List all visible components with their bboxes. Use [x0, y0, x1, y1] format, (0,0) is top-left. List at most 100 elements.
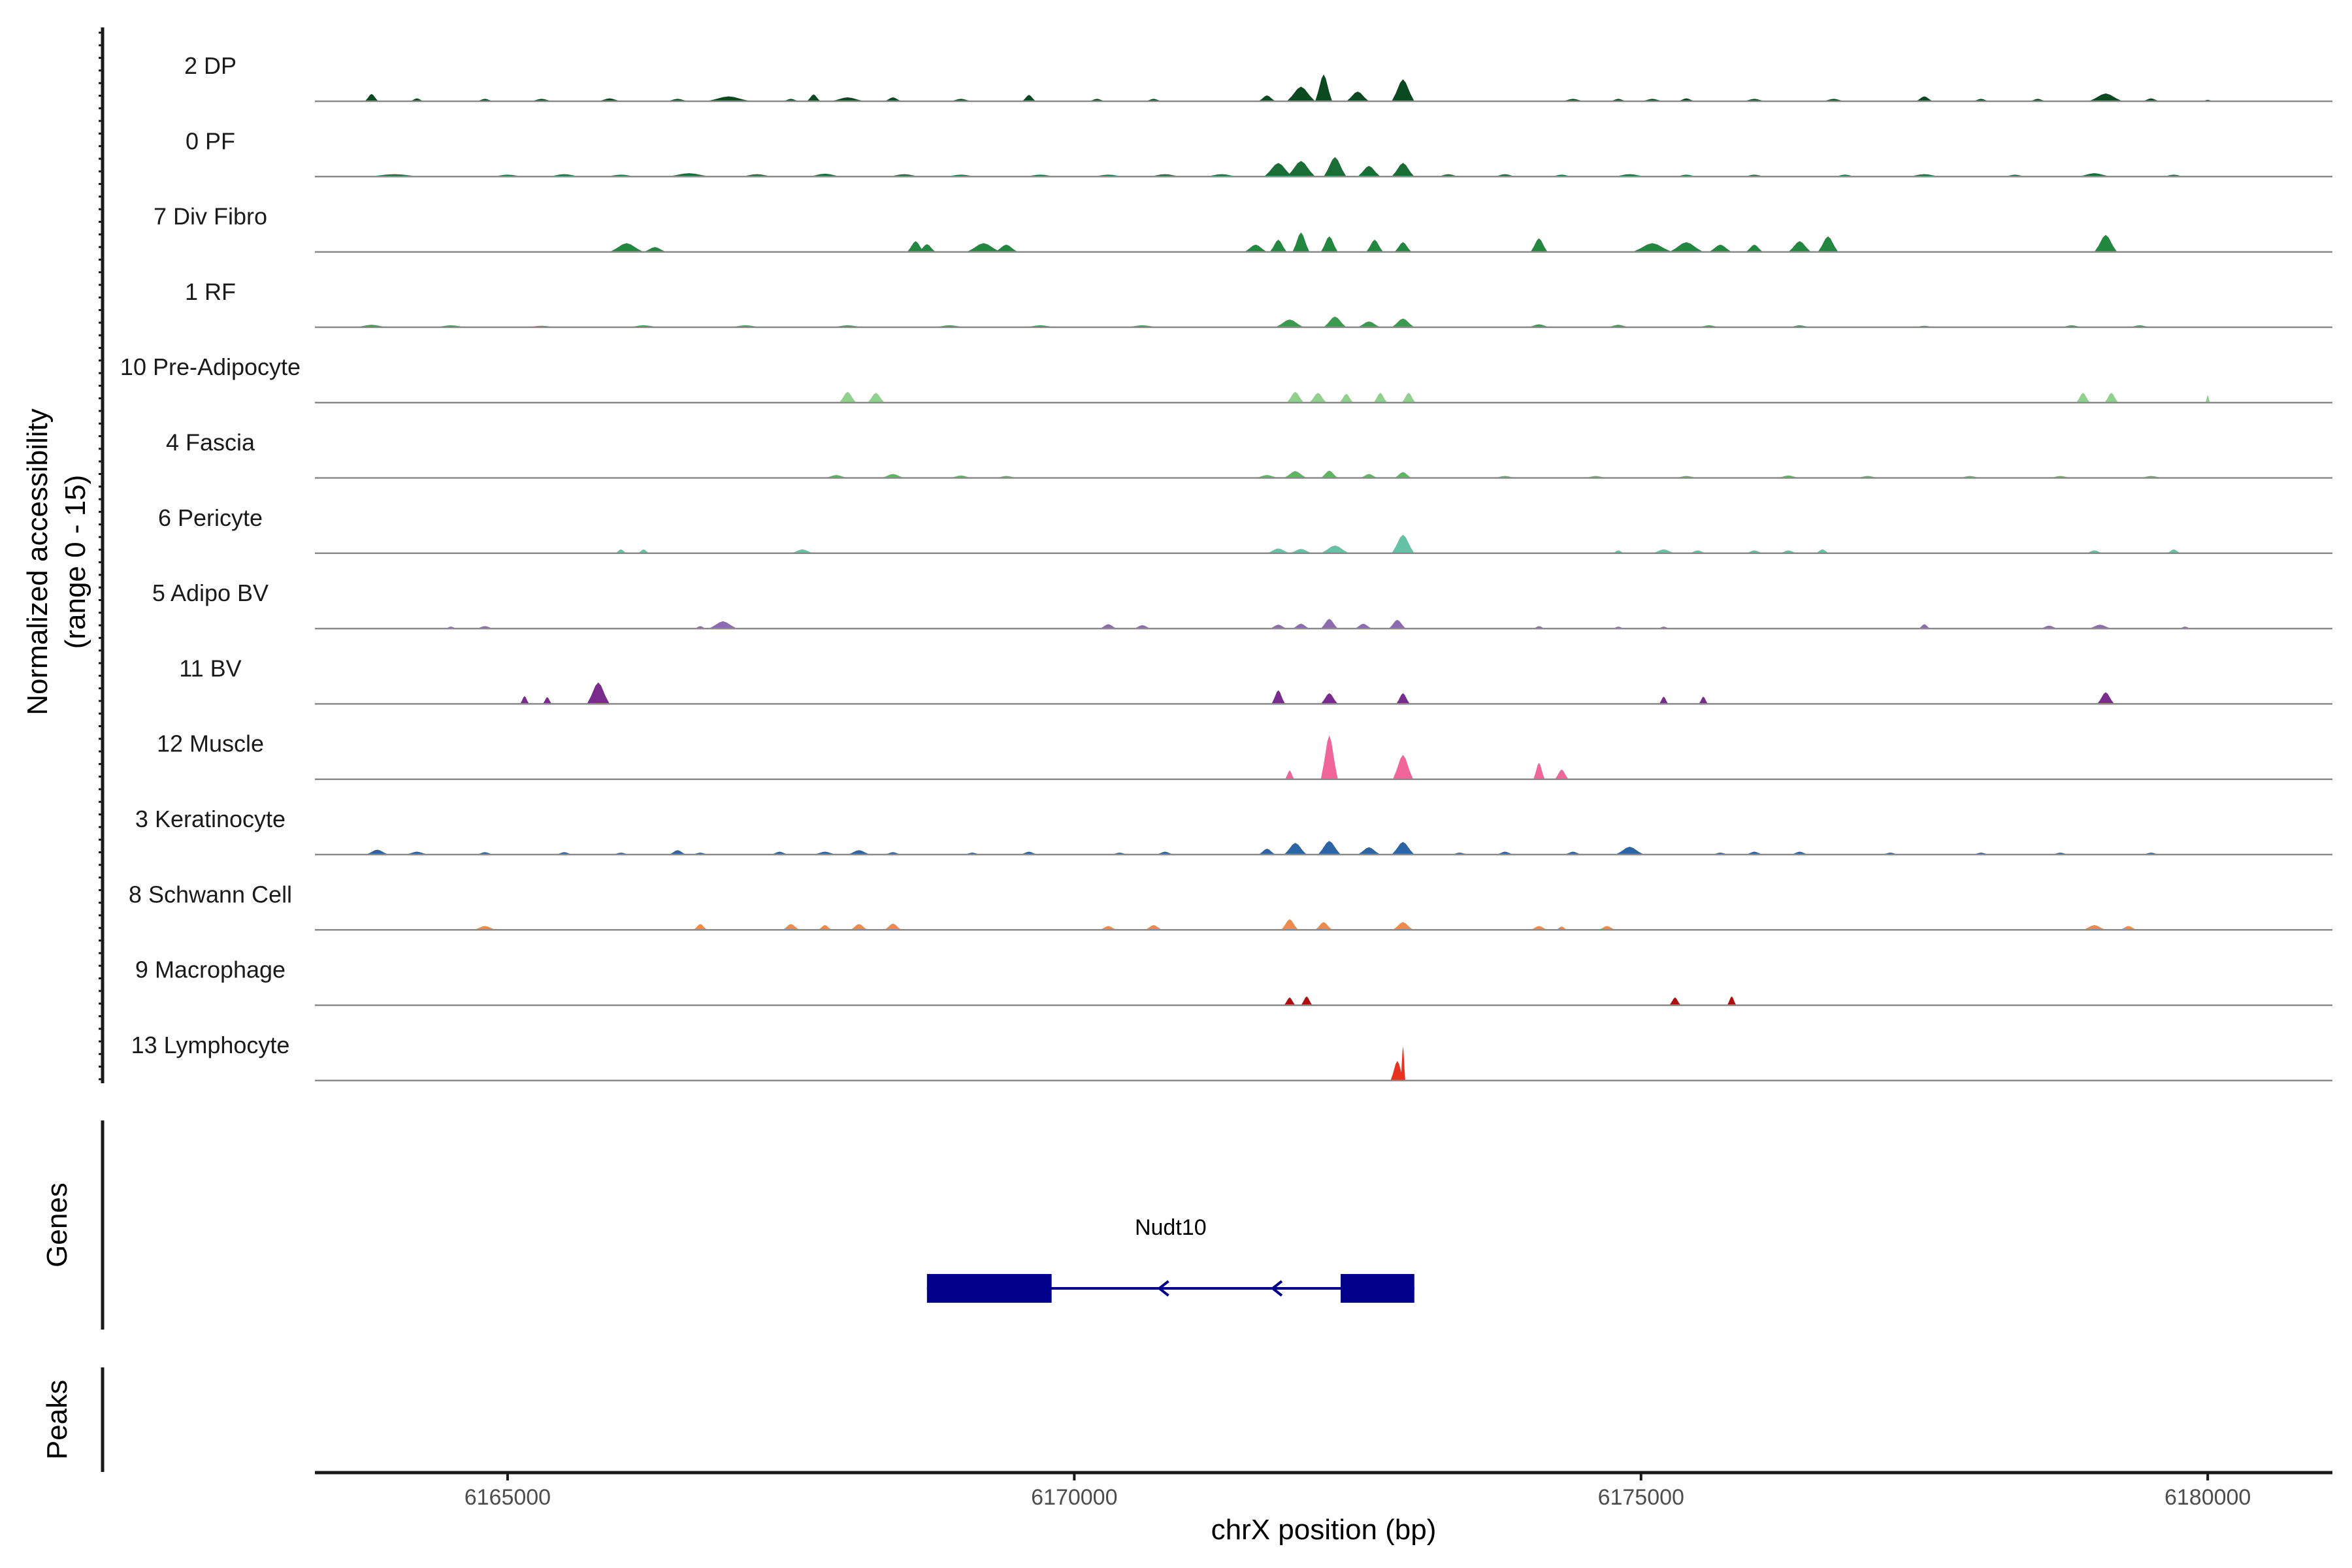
y-axis-minor-ticks: [99, 31, 103, 1081]
coverage-peak: [1022, 95, 1036, 101]
coverage-peak: [1358, 847, 1380, 855]
coverage-peak: [907, 241, 924, 252]
coverage-peak: [1324, 316, 1347, 327]
coverage-peak: [994, 244, 1018, 252]
coverage-peak: [1632, 243, 1673, 252]
coverage-peak: [1615, 847, 1644, 855]
coverage-peak: [1244, 244, 1267, 252]
coverage-peak: [1392, 79, 1414, 101]
track-13-lymphocyte: 13 Lymphocyte: [131, 1032, 2332, 1082]
coverage-peak: [1366, 239, 1384, 252]
peaks-panel: Peaks: [41, 1367, 105, 1472]
y-axis-title: Normalized accessibility: [22, 408, 54, 715]
coverage-peak: [1727, 996, 1737, 1005]
genes-panel: Genes Nudt10: [41, 1120, 1414, 1330]
coverage-peak: [1292, 232, 1310, 252]
gene-exon: [926, 1274, 1052, 1303]
coverage-peak: [1392, 755, 1414, 779]
coverage-peak: [693, 924, 708, 930]
gene-label: Nudt10: [1135, 1215, 1207, 1240]
track-label: 12 Muscle: [157, 730, 264, 757]
coverage-peak: [2077, 173, 2112, 177]
coverage-peak: [2089, 625, 2112, 629]
coverage-peak: [1289, 549, 1313, 553]
x-axis-ticks: 6165000 6170000 6175000 6180000: [465, 1473, 2251, 1510]
coverage-tracks: 2 DP 0 PF 7 Div Fibro 1 RF 10 Pre-Adipocyte 4…: [120, 52, 2332, 1082]
coverage-peak: [1285, 770, 1294, 779]
strand-arrow: [1157, 1280, 1169, 1297]
x-tick-label: 6180000: [2164, 1485, 2251, 1510]
coverage-peak: [615, 549, 627, 553]
coverage-peak: [1284, 471, 1307, 478]
coverage-peak: [1699, 696, 1708, 704]
coverage-peak: [644, 247, 666, 252]
track-6-pericyte: 6 Pericyte: [158, 504, 2332, 555]
coverage-peak: [669, 850, 687, 855]
coverage-peak: [847, 850, 871, 855]
coverage-peak: [1669, 997, 1681, 1005]
genes-panel-label: Genes: [41, 1183, 73, 1267]
coverage-peak: [1284, 843, 1307, 855]
coverage-peak: [1267, 548, 1290, 553]
coverage-peak: [2104, 393, 2119, 403]
coverage-peak: [542, 696, 552, 704]
track-10-pre-adipocyte: 10 Pre-Adipocyte: [120, 353, 2332, 404]
coverage-peak: [1918, 624, 1931, 629]
coverage-peak: [1320, 236, 1338, 252]
gene-exon: [1341, 1274, 1414, 1303]
track-label: 9 Macrophage: [135, 956, 286, 983]
track-7-div-fibro: 7 Div Fibro: [154, 203, 2332, 253]
gene-models: Nudt10: [926, 1215, 1414, 1303]
coverage-peak: [884, 923, 902, 930]
coverage-peak: [966, 243, 1001, 252]
track-label: 8 Schwann Cell: [129, 881, 292, 907]
coverage-peak: [1360, 474, 1378, 478]
track-label: 6 Pericyte: [158, 504, 263, 531]
coverage-peak: [1100, 926, 1117, 930]
coverage-peak: [366, 849, 389, 855]
coverage-peak: [1269, 239, 1287, 252]
coverage-peak: [1818, 236, 1838, 252]
coverage-peak: [1320, 470, 1338, 478]
coverage-peak: [1533, 762, 1545, 779]
coverage-peak: [1275, 319, 1304, 327]
track-1-rf: 1 RF: [185, 278, 2332, 329]
coverage-peak: [1401, 393, 1416, 403]
coverage-peak: [1394, 472, 1412, 478]
coverage-peak: [2205, 395, 2210, 403]
coverage-peak: [839, 391, 857, 403]
coverage-peak: [782, 924, 800, 930]
track-label: 5 Adipo BV: [152, 580, 269, 606]
coverage-peak: [1373, 393, 1388, 403]
coverage-peak: [2083, 924, 2106, 930]
coverage-peak: [1315, 922, 1333, 930]
coverage-peak: [1320, 735, 1338, 779]
coverage-peak: [1309, 393, 1327, 403]
coverage-peak: [1284, 997, 1296, 1005]
coverage-peak: [1815, 549, 1829, 553]
coverage-peak: [1554, 769, 1569, 779]
coverage-peak: [1659, 696, 1669, 704]
x-tick-label: 6170000: [1031, 1485, 1117, 1510]
coverage-peak: [2166, 549, 2181, 553]
coverage-peak: [1392, 318, 1414, 327]
track-label: 11 BV: [179, 655, 241, 681]
coverage-peak: [520, 696, 529, 704]
coverage-peak: [806, 94, 821, 101]
coverage-peak: [1530, 926, 1548, 930]
coverage-peak: [1281, 919, 1298, 930]
coverage-peak: [1669, 242, 1704, 252]
coverage-peak: [610, 243, 644, 252]
coverage-peak: [1286, 86, 1315, 101]
track-label: 7 Div Fibro: [154, 203, 267, 230]
coverage-peak: [1100, 624, 1117, 629]
track-9-macrophage: 9 Macrophage: [135, 956, 2332, 1006]
coverage-peak: [867, 393, 885, 403]
track-0-pf: 0 PF: [186, 127, 2332, 178]
coverage-peak: [2089, 93, 2123, 101]
coverage-peak: [1530, 238, 1548, 252]
coverage-peak: [1324, 157, 1347, 177]
coverage-peak: [881, 474, 905, 478]
track-11-bv: 11 BV: [179, 655, 2332, 705]
